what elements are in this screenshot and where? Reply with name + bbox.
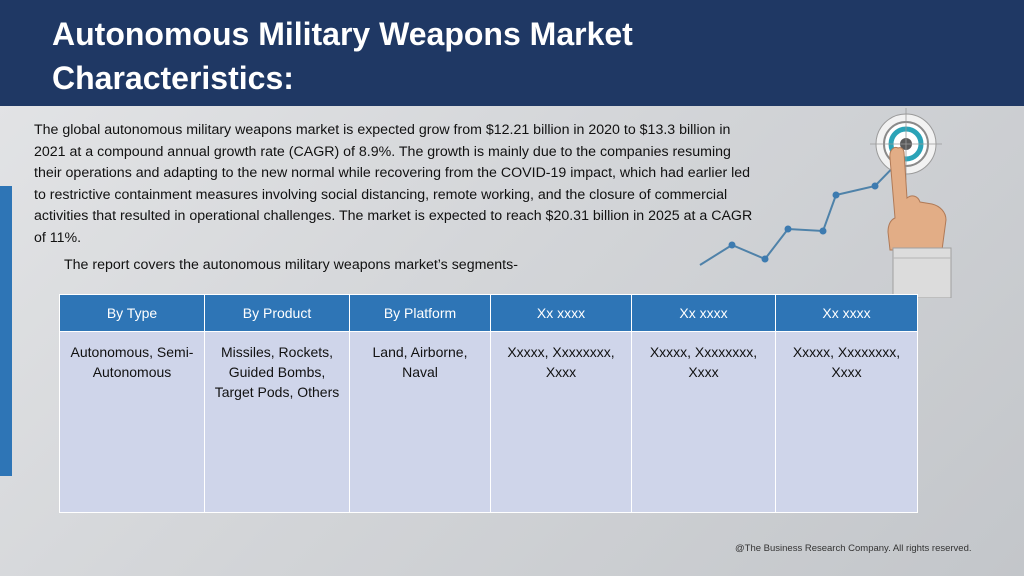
header-placeholder-3: Xx xxxx (775, 294, 918, 332)
cell-by-type: Autonomous, Semi-Autonomous (59, 331, 205, 513)
cell-placeholder-1: Xxxxx, Xxxxxxxx, Xxxx (490, 331, 632, 513)
title-bar: Autonomous Military Weapons Market Chara… (0, 0, 1024, 106)
market-summary-paragraph: The global autonomous military weapons m… (34, 122, 753, 246)
cell-by-platform: Land, Airborne, Naval (349, 331, 491, 513)
header-placeholder-1: Xx xxxx (490, 294, 632, 332)
target-icon (870, 108, 942, 180)
header-by-platform: By Platform (349, 294, 491, 332)
copyright-footer: @The Business Research Company. All righ… (735, 543, 972, 554)
cell-placeholder-2: Xxxxx, Xxxxxxxx, Xxxx (631, 331, 776, 513)
table-row: Autonomous, Semi-Autonomous Missiles, Ro… (59, 331, 918, 513)
segments-intro: The report covers the autonomous militar… (64, 257, 518, 273)
cell-by-product: Missiles, Rockets, Guided Bombs, Target … (204, 331, 350, 513)
segments-table: By Type By Product By Platform Xx xxxx X… (59, 294, 918, 513)
pointing-hand-icon (887, 147, 952, 298)
growth-target-illustration (699, 108, 952, 298)
header-by-type: By Type (59, 294, 205, 332)
header-placeholder-2: Xx xxxx (631, 294, 776, 332)
cell-placeholder-3: Xxxxx, Xxxxxxxx, Xxxx (775, 331, 918, 513)
growth-line-icon (699, 149, 911, 266)
accent-bar (0, 186, 12, 476)
page-title: Autonomous Military Weapons Market Chara… (52, 16, 633, 96)
header-by-product: By Product (204, 294, 350, 332)
table-header-row: By Type By Product By Platform Xx xxxx X… (59, 294, 918, 332)
